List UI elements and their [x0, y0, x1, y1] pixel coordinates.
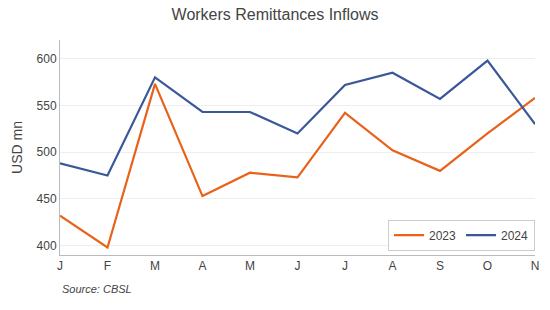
svg-text:450: 450 — [37, 192, 57, 206]
svg-text:Source: CBSL: Source: CBSL — [62, 283, 132, 295]
svg-text:S: S — [436, 259, 444, 273]
svg-text:Workers Remittances Inflows: Workers Remittances Inflows — [172, 6, 379, 23]
svg-text:550: 550 — [37, 99, 57, 113]
svg-text:2024: 2024 — [501, 229, 528, 243]
svg-text:400: 400 — [37, 239, 57, 253]
svg-text:F: F — [104, 259, 111, 273]
svg-text:500: 500 — [37, 145, 57, 159]
svg-text:M: M — [150, 259, 160, 273]
svg-text:M: M — [245, 259, 255, 273]
svg-text:A: A — [198, 259, 206, 273]
svg-text:J: J — [295, 259, 301, 273]
svg-text:USD mn: USD mn — [9, 121, 25, 174]
svg-text:J: J — [57, 259, 63, 273]
svg-text:N: N — [531, 259, 540, 273]
svg-text:A: A — [388, 259, 396, 273]
svg-text:2023: 2023 — [429, 229, 456, 243]
svg-text:J: J — [342, 259, 348, 273]
svg-text:600: 600 — [37, 52, 57, 66]
svg-text:O: O — [483, 259, 492, 273]
